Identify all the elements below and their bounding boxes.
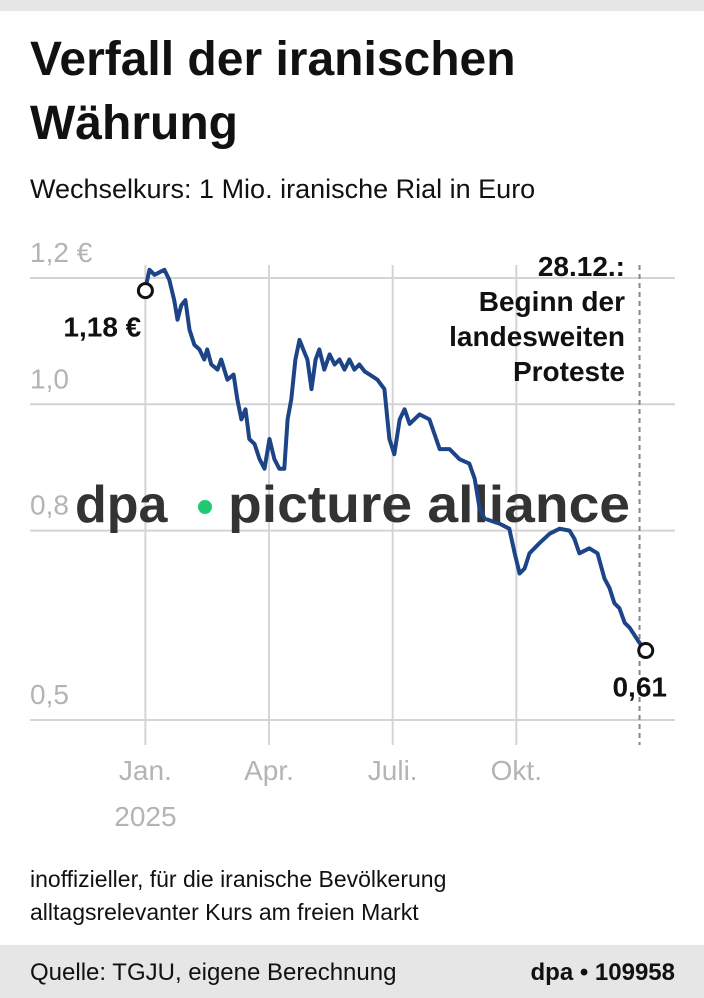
y-tick-label: 0,8 (30, 490, 69, 521)
annotation-text: Beginn der (479, 286, 625, 317)
point-label: 1,18 € (63, 312, 141, 343)
watermark-right: picture alliance (228, 476, 630, 534)
watermark-left: dpa (75, 476, 169, 534)
watermark-dot (198, 500, 212, 514)
annotation-text: landesweiten (449, 321, 625, 352)
source: Quelle: TGJU, eigene Berechnung (30, 959, 396, 986)
note: alltagsrelevanter Kurs am freien Markt (30, 899, 419, 925)
point-marker (136, 282, 154, 300)
x-tick-label: Apr. (244, 755, 294, 786)
footer-bar (0, 945, 704, 998)
x-tick-label: Jan. (119, 755, 172, 786)
annotation-text: 28.12.: (538, 251, 625, 282)
credit: dpa • 109958 (531, 959, 676, 986)
year-label: 2025 (114, 801, 176, 832)
chart-title: Verfall der iranischen Währung (30, 33, 516, 150)
y-tick-label: 0,5 (30, 679, 69, 710)
x-tick-label: Juli. (368, 755, 418, 786)
chart-subtitle: Wechselkurs: 1 Mio. iranische Rial in Eu… (30, 174, 536, 204)
y-tick-label: 1,0 (30, 363, 69, 394)
point-label: 0,61 (612, 672, 667, 703)
y-tick-label: 1,2 € (30, 237, 93, 268)
x-tick-label: Okt. (491, 755, 542, 786)
top-bar (0, 0, 704, 11)
annotation-text: Proteste (513, 356, 625, 387)
data-line (143, 267, 648, 652)
point-marker (637, 642, 655, 660)
note: inoffizieller, für die iranische Bevölke… (30, 866, 446, 892)
